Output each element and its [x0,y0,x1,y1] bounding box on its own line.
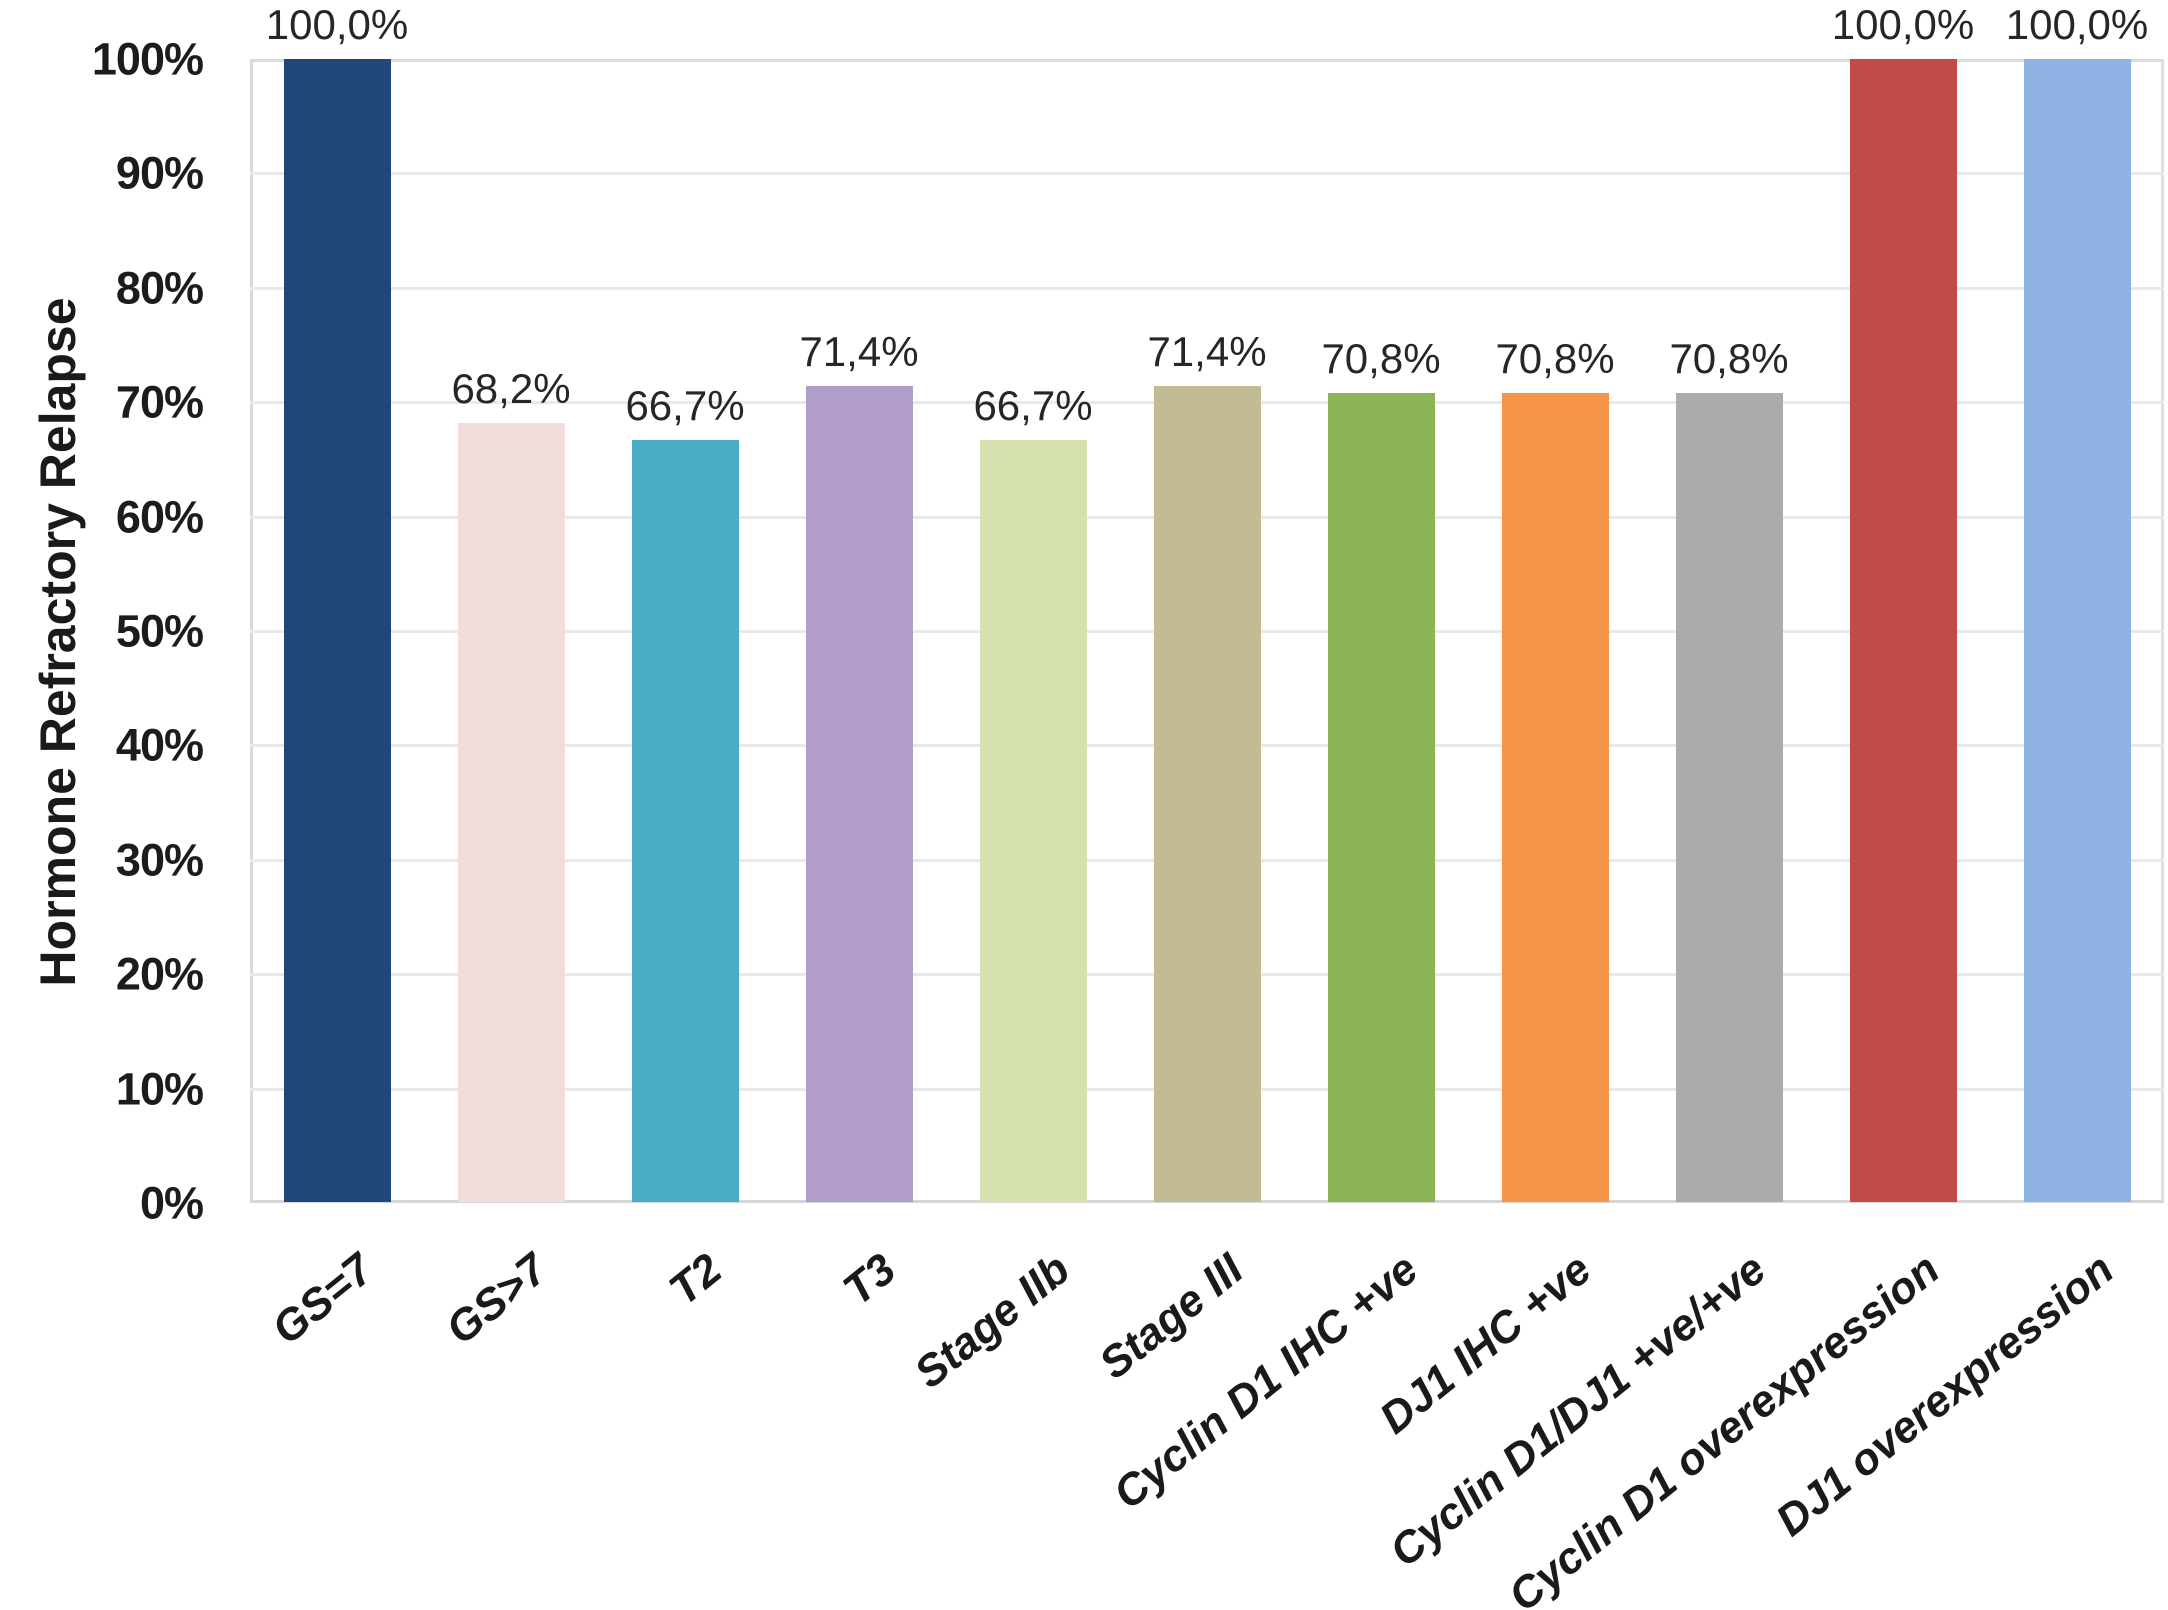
value-label-dj1-ihc-ve: 70,8% [1495,335,1615,383]
value-label-cyclin-d1-dj1-ve-ve: 70,8% [1669,335,1789,383]
bar-cyclin-d1-dj1-ve-ve [1675,393,1783,1202]
y-tick-0%: 0% [139,1177,204,1229]
value-label-stage-iii: 71,4% [1147,328,1267,376]
y-tick-100%: 100% [91,33,204,85]
value-label-stage-iib: 66,7% [973,381,1093,429]
y-tick-90%: 90% [115,147,204,199]
value-label-t3: 71,4% [799,328,919,376]
x-tick-t2: T2 [659,1244,731,1315]
bar-gs-7 [283,59,391,1202]
bar-cyclin-d1-ihc-ve [1327,393,1435,1202]
gridline-90% [250,172,2164,176]
bar-dj1-overexpression [2023,59,2131,1202]
value-label-dj1-overexpression: 100,0% [2005,1,2149,48]
bar-gs-7 [457,422,565,1202]
y-tick-60%: 60% [115,491,204,543]
value-label-cyclin-d1-ihc-ve: 70,8% [1321,335,1441,383]
y-axis-title: Hormone Refractory Relapse [30,297,86,987]
y-tick-20%: 20% [115,948,204,1000]
y-tick-10%: 10% [115,1063,204,1115]
value-label-gs-7: 100,0% [265,1,409,48]
y-tick-70%: 70% [115,376,204,428]
bar-stage-iib [979,439,1087,1202]
y-tick-30%: 30% [115,834,204,886]
value-label-gs-7: 68,2% [451,364,571,412]
x-tick-stage-iib: Stage IIb [905,1244,1079,1398]
x-tick-dj1-overexpression: DJ1 overexpression [1766,1244,2123,1546]
bar-stage-iii [1153,386,1261,1202]
gridline-80% [250,286,2164,290]
value-label-t2: 66,7% [625,381,745,429]
x-tick-gs-7: GS=7 [263,1244,383,1355]
bar-dj1-ihc-ve [1501,393,1609,1202]
y-tick-80%: 80% [115,262,204,314]
x-tick-cyclin-d1-ihc-ve: Cyclin D1 IHC +ve [1104,1244,1427,1519]
value-label-cyclin-d1-overexpression: 100,0% [1831,1,1975,48]
bar-t3 [805,386,913,1202]
y-tick-50%: 50% [115,605,204,657]
x-tick-t3: T3 [833,1244,905,1315]
x-tick-gs-7: GS>7 [437,1244,557,1355]
bar-cyclin-d1-overexpression [1849,59,1957,1202]
x-tick-stage-iii: Stage III [1090,1244,1253,1389]
bar-t2 [631,439,739,1202]
y-tick-40%: 40% [115,719,204,771]
